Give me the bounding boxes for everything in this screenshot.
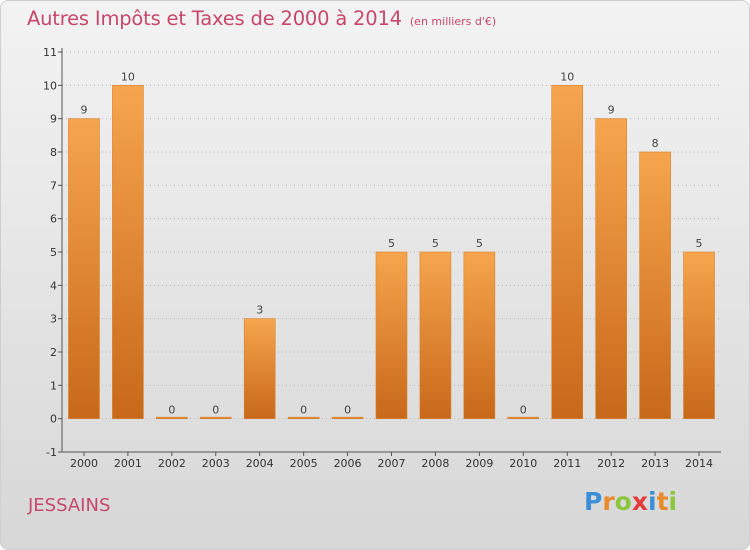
logo-letter: P	[584, 487, 603, 516]
x-tick-label-2014: 2014	[685, 457, 713, 470]
y-tick-label: 1	[50, 379, 57, 392]
data-label-2009: 5	[476, 237, 483, 250]
bar-2003	[199, 416, 232, 419]
logo-letter: i	[668, 487, 678, 516]
bar-2006	[331, 416, 364, 419]
proxiti-logo: Proxiti	[584, 487, 677, 516]
x-tick-label-2013: 2013	[641, 457, 669, 470]
y-tick-label: 3	[50, 313, 57, 326]
x-tick-label-2006: 2006	[334, 457, 362, 470]
chart-subtitle: (en milliers d'€)	[409, 15, 497, 28]
data-label-2000: 9	[80, 104, 87, 117]
x-tick-label-2007: 2007	[378, 457, 406, 470]
y-tick-label: 8	[50, 146, 57, 159]
chart-title: Autres Impôts et Taxes de 2000 à 2014	[27, 7, 402, 30]
bar-2008	[419, 251, 452, 419]
bar-2001	[112, 85, 144, 419]
x-tick-label-2005: 2005	[290, 457, 318, 470]
bar-2012	[595, 118, 627, 419]
y-tick-label: -1	[46, 446, 57, 459]
bar-2009	[463, 251, 496, 419]
x-tick-label-2002: 2002	[158, 457, 186, 470]
axes	[58, 48, 721, 456]
bar-2014	[683, 251, 715, 419]
bar-2004	[243, 318, 276, 419]
logo-letter: o	[614, 487, 632, 516]
x-tick-label-2011: 2011	[553, 457, 581, 470]
bar-2000	[68, 118, 100, 419]
y-tick-label: 5	[50, 246, 57, 259]
x-tick-label-2010: 2010	[509, 457, 537, 470]
bar-2013	[639, 151, 671, 419]
data-label-2011: 10	[560, 70, 574, 83]
chart-title-group: Autres Impôts et Taxes de 2000 à 2014 (en…	[27, 7, 496, 30]
bar-2005	[287, 416, 320, 419]
y-tick-label: 9	[50, 113, 57, 126]
bar-2011	[551, 85, 584, 419]
logo-letter: r	[602, 487, 615, 516]
data-label-2012: 9	[608, 104, 615, 117]
y-tick-label: 6	[50, 213, 57, 226]
data-label-2003: 0	[212, 404, 219, 417]
y-tick-label: 10	[43, 79, 57, 92]
x-tick-label-2012: 2012	[597, 457, 625, 470]
y-tick-label: 7	[50, 179, 57, 192]
data-label-2005: 0	[300, 404, 307, 417]
bar-2002	[156, 416, 188, 419]
x-tick-label-2009: 2009	[465, 457, 493, 470]
location-label: JESSAINS	[28, 495, 111, 516]
data-label-2008: 5	[432, 237, 439, 250]
y-tick-label: 11	[43, 46, 57, 59]
data-label-2014: 5	[696, 237, 703, 250]
x-tick-label-2003: 2003	[202, 457, 230, 470]
labels: -1 0 1 2 3 4 5 6 7 8 9 10 11 9 2000 10 2001 0 2002 0 2003 3 20…	[43, 46, 713, 470]
bars	[68, 85, 715, 419]
x-tick-label-2004: 2004	[246, 457, 274, 470]
logo-letter: i	[648, 487, 657, 516]
x-tick-label-2001: 2001	[114, 457, 142, 470]
data-label-2002: 0	[168, 404, 175, 417]
data-label-2013: 8	[652, 137, 659, 150]
x-tick-label-2008: 2008	[421, 457, 449, 470]
bar-2010	[507, 416, 540, 419]
data-label-2006: 0	[344, 404, 351, 417]
data-label-2001: 10	[121, 70, 135, 83]
y-tick-label: 4	[50, 279, 57, 292]
bar-2007	[375, 251, 408, 419]
logo-letter: x	[631, 487, 648, 516]
data-label-2004: 3	[256, 304, 263, 317]
data-label-2007: 5	[388, 237, 395, 250]
y-tick-label: 2	[50, 346, 57, 359]
data-label-2010: 0	[520, 404, 527, 417]
y-tick-label: 0	[50, 413, 57, 426]
logo-letter: t	[656, 487, 669, 516]
x-tick-label-2000: 2000	[70, 457, 98, 470]
